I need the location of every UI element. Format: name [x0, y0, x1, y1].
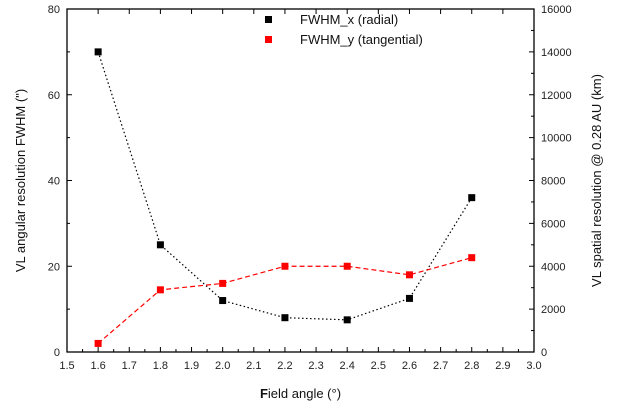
x-tick-label: 2.1 [246, 360, 261, 372]
y-right-tick-label: 14000 [541, 47, 572, 59]
y-right-axis-label: VL spatial resolution @ 0.28 AU (km) [589, 74, 604, 287]
series-line-1 [97, 257, 472, 344]
y-right-tick-label: 12000 [541, 90, 572, 102]
y-right-tick-label: 16000 [541, 4, 572, 16]
data-point-0 [94, 48, 102, 56]
x-tick-label: 2.3 [308, 360, 323, 372]
data-point-1 [281, 262, 289, 270]
y-right-tick-label: 6000 [541, 218, 565, 230]
data-point-1 [343, 262, 351, 270]
y-left-tick-label: 20 [48, 261, 60, 273]
x-tick-label: 2.5 [371, 360, 386, 372]
x-tick-label: 2.4 [340, 360, 355, 372]
x-tick-label: 2.6 [402, 360, 417, 372]
data-point-1 [468, 254, 476, 262]
series-line-0 [97, 51, 473, 321]
legend-marker-0 [265, 16, 272, 23]
data-point-0 [468, 194, 476, 202]
y-left-tick-label: 0 [54, 347, 60, 359]
y-right-tick-label: 2000 [541, 304, 565, 316]
plot-frame [66, 8, 535, 353]
x-tick-label: 2.8 [464, 360, 479, 372]
data-point-0 [281, 314, 289, 322]
series-markers [94, 48, 476, 347]
x-tick-label: 1.9 [184, 360, 199, 372]
data-point-1 [405, 271, 413, 279]
x-tick-label: 2.9 [495, 360, 510, 372]
x-tick-label: 2.0 [215, 360, 230, 372]
axes: 1.5 1.6 1.7 1.8 1.9 2.0 2.1 2.2 2.3 2.4 2.5 2.6 2.7 2… [13, 4, 604, 401]
y-left-tick-label: 40 [48, 176, 60, 188]
x-tick-label: 3.0 [526, 360, 541, 372]
legend-marker-1 [265, 36, 272, 43]
data-point-0 [156, 241, 164, 249]
x-tick-label: 2.2 [277, 360, 292, 372]
y-right-tick-label: 4000 [541, 261, 565, 273]
data-point-1 [156, 286, 164, 294]
legend-label-1: FWHM_y (tangential) [300, 32, 423, 47]
data-point-0 [405, 294, 413, 302]
legend: FWHM_x (radial) FWHM_y (tangential) [265, 12, 423, 47]
data-point-0 [219, 297, 227, 305]
x-tick-label: 1.8 [153, 360, 168, 372]
x-tick-label: 1.6 [90, 360, 105, 372]
x-tick-label: 2.7 [433, 360, 448, 372]
legend-label-0: FWHM_x (radial) [300, 12, 398, 27]
x-axis-label: Field angle (°) [260, 386, 341, 401]
x-tick-label: 1.7 [122, 360, 137, 372]
y-right-tick-label: 8000 [541, 176, 565, 188]
x-tick-label: 1.5 [59, 360, 74, 372]
y-left-tick-label: 80 [48, 4, 60, 16]
data-point-1 [94, 339, 102, 347]
series-lines [97, 51, 473, 344]
y-right-tick-label: 0 [541, 347, 547, 359]
y-right-tick-label: 10000 [541, 133, 572, 145]
y-left-tick-label: 60 [48, 90, 60, 102]
y-left-axis-label: VL angular resolution FWHM (") [13, 89, 28, 272]
data-point-1 [219, 279, 227, 287]
data-point-0 [343, 316, 351, 324]
